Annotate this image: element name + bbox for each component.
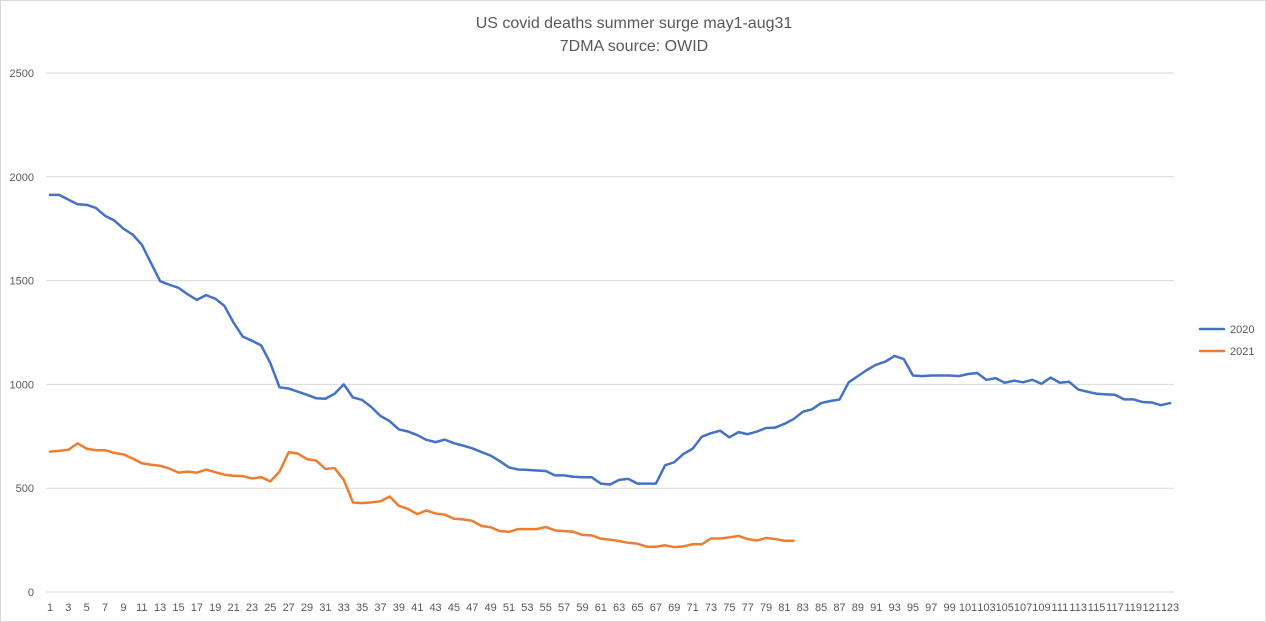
x-tick-label: 97 (925, 602, 937, 614)
x-tick-label: 107 (1014, 602, 1032, 614)
x-tick-label: 99 (944, 602, 956, 614)
x-tick-label: 65 (631, 602, 643, 614)
x-tick-label: 23 (246, 602, 258, 614)
x-tick-label: 69 (668, 602, 680, 614)
legend-label-2020: 2020 (1230, 324, 1254, 336)
x-tick-label: 117 (1106, 602, 1124, 614)
x-tick-label: 63 (613, 602, 625, 614)
x-tick-label: 101 (959, 602, 977, 614)
x-tick-label: 33 (338, 602, 350, 614)
x-tick-label: 29 (301, 602, 313, 614)
x-tick-label: 109 (1032, 602, 1050, 614)
x-tick-label: 103 (977, 602, 995, 614)
x-tick-label: 113 (1069, 602, 1087, 614)
y-tick-label: 2500 (10, 68, 34, 80)
x-tick-label: 67 (650, 602, 662, 614)
x-tick-label: 9 (120, 602, 126, 614)
x-tick-label: 75 (723, 602, 735, 614)
x-tick-label: 121 (1142, 602, 1160, 614)
x-tick-label: 31 (319, 602, 331, 614)
x-tick-label: 37 (374, 602, 386, 614)
y-tick-label: 0 (28, 587, 34, 599)
x-tick-label: 111 (1051, 602, 1068, 614)
x-tick-label: 81 (778, 602, 790, 614)
series-line-2020 (48, 193, 1172, 486)
x-tick-label: 83 (797, 602, 809, 614)
x-tick-label: 89 (852, 602, 864, 614)
x-tick-label: 35 (356, 602, 368, 614)
series-line-2021 (48, 442, 795, 549)
x-tick-label: 95 (907, 602, 919, 614)
x-tick-label: 55 (540, 602, 552, 614)
x-tick-label: 11 (136, 602, 147, 614)
x-tick-label: 49 (485, 602, 497, 614)
x-tick-label: 17 (191, 602, 203, 614)
x-tick-label: 73 (705, 602, 717, 614)
legend-label-2021: 2021 (1230, 346, 1254, 358)
chart-title: US covid deaths summer surge may1-aug31 (475, 15, 793, 32)
x-tick-label: 91 (870, 602, 882, 614)
x-tick-label: 79 (760, 602, 772, 614)
x-tick-label: 1 (47, 602, 53, 614)
x-tick-label: 41 (411, 602, 423, 614)
x-tick-label: 43 (429, 602, 441, 614)
x-tick-label: 5 (84, 602, 90, 614)
x-tick-label: 53 (521, 602, 533, 614)
y-tick-label: 1500 (10, 276, 34, 288)
y-tick-label: 500 (16, 483, 34, 495)
x-tick-label: 93 (888, 602, 900, 614)
x-tick-label: 21 (227, 602, 239, 614)
x-tick-label: 59 (576, 602, 588, 614)
x-tick-label: 71 (686, 602, 698, 614)
x-tick-label: 47 (466, 602, 478, 614)
x-tick-label: 7 (102, 602, 108, 614)
x-tick-label: 61 (595, 602, 607, 614)
chart-subtitle: 7DMA source: OWID (559, 38, 709, 55)
x-tick-label: 15 (172, 602, 184, 614)
y-tick-label: 1000 (10, 379, 34, 391)
x-tick-label: 87 (833, 602, 845, 614)
x-tick-label: 39 (393, 602, 405, 614)
x-tick-label: 25 (264, 602, 276, 614)
x-tick-label: 115 (1088, 602, 1106, 614)
x-tick-label: 57 (558, 602, 570, 614)
x-tick-label: 13 (154, 602, 166, 614)
x-tick-label: 105 (996, 602, 1014, 614)
x-tick-label: 45 (448, 602, 460, 614)
x-tick-label: 27 (283, 602, 295, 614)
x-tick-label: 119 (1125, 602, 1143, 614)
y-tick-label: 2000 (10, 172, 34, 184)
x-tick-label: 77 (742, 602, 754, 614)
x-tick-label: 123 (1161, 602, 1179, 614)
x-tick-label: 51 (503, 602, 515, 614)
x-tick-label: 85 (815, 602, 827, 614)
x-tick-label: 3 (65, 602, 71, 614)
x-tick-label: 19 (209, 602, 221, 614)
